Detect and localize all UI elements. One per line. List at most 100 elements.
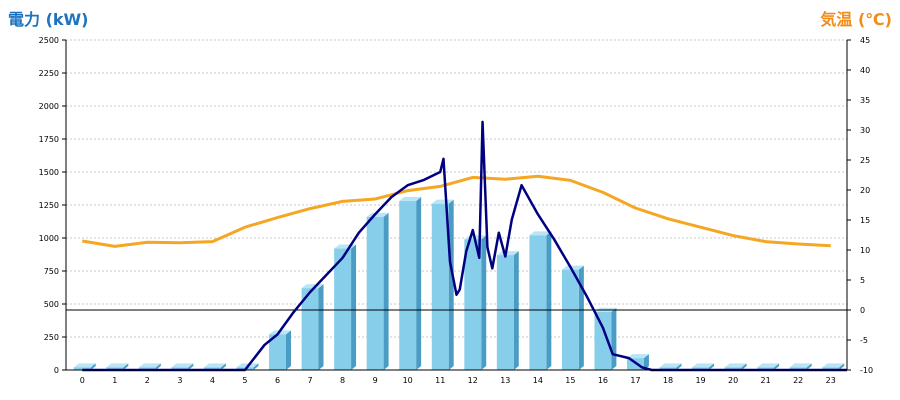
bar-side [741, 363, 747, 370]
x-tick-label: 22 [793, 376, 803, 385]
x-tick-label: 9 [373, 376, 378, 385]
bar [431, 203, 449, 370]
x-tick-label: 12 [468, 376, 478, 385]
bar-top [106, 363, 129, 368]
bar [789, 367, 807, 370]
bar-top [692, 363, 715, 368]
x-tick-label: 17 [630, 376, 640, 385]
left-tick-label: 2000 [39, 102, 59, 111]
bar [594, 311, 612, 370]
left-tick-label: 750 [44, 267, 59, 276]
left-tick-label: 2250 [39, 69, 59, 78]
bar-side [448, 199, 454, 370]
bar-side [839, 363, 845, 370]
bar [171, 367, 189, 370]
bar-side [546, 231, 552, 370]
right-tick-label: 15 [860, 216, 870, 225]
x-tick-label: 2 [145, 376, 150, 385]
left-axis-title: 電力 (kW) [8, 10, 89, 29]
bar-side [578, 265, 584, 370]
x-tick-label: 14 [533, 376, 543, 385]
bar-top [203, 363, 226, 368]
left-tick-label: 0 [54, 366, 59, 375]
left-tick-label: 1000 [39, 234, 59, 243]
left-tick-label: 2500 [39, 36, 59, 45]
bar [399, 201, 417, 370]
bar-side [220, 363, 226, 370]
bar [496, 255, 514, 370]
x-tick-label: 15 [565, 376, 575, 385]
bar-top [171, 363, 194, 368]
axes: 0 250 500 750 1000 12 5 0 1500 17 5 0 2000 2250 2500 -1… [39, 36, 873, 385]
bar [659, 367, 677, 370]
bar [301, 288, 319, 370]
bar-side [643, 354, 649, 370]
bar [334, 248, 352, 370]
bar-side [383, 212, 389, 370]
x-tick-label: 13 [500, 376, 510, 385]
bar-side [416, 197, 422, 370]
bar [822, 367, 840, 370]
x-tick-label: 18 [663, 376, 673, 385]
right-tick-label: 0 [860, 306, 865, 315]
bar [692, 367, 710, 370]
right-tick-label: -10 [860, 366, 873, 375]
x-tick-label: 6 [275, 376, 280, 385]
bar-top [399, 197, 422, 202]
bar [464, 239, 482, 370]
bar-side [513, 251, 519, 370]
x-tick-label: 23 [826, 376, 836, 385]
bar [73, 367, 91, 370]
bar [724, 367, 742, 370]
x-tick-label: 5 [242, 376, 247, 385]
right-tick-label: 5 [860, 276, 865, 285]
bar [366, 216, 384, 370]
bar [757, 367, 775, 370]
bar-side [709, 363, 715, 370]
x-tick-label: 21 [761, 376, 771, 385]
x-tick-label: 0 [80, 376, 85, 385]
right-tick-label: 10 [860, 246, 870, 255]
x-tick-label: 11 [435, 376, 445, 385]
right-tick-label: 20 [860, 186, 870, 195]
right-tick-label: 45 [860, 36, 870, 45]
bar-side [155, 363, 161, 370]
right-axis-title: 気温 (℃) [820, 10, 892, 29]
bar [203, 367, 221, 370]
bar-top [659, 363, 682, 368]
bar-side [318, 284, 324, 370]
bar [529, 235, 547, 370]
left-tick-label: 500 [44, 300, 59, 309]
bar-side [285, 330, 291, 370]
bar-top [431, 199, 454, 204]
right-tick-label: 25 [860, 156, 870, 165]
bar-side [123, 363, 129, 370]
bar-top [822, 363, 845, 368]
x-tick-label: 4 [210, 376, 215, 385]
bar-side [351, 244, 357, 370]
right-tick-label: 30 [860, 126, 870, 135]
bar [106, 367, 124, 370]
power-bars [73, 197, 845, 370]
bar-side [90, 363, 96, 370]
bar-side [188, 363, 194, 370]
x-tick-label: 20 [728, 376, 738, 385]
bar-top [529, 231, 552, 236]
bar-top [724, 363, 747, 368]
data-lines [66, 120, 847, 372]
bar-top [496, 251, 519, 256]
left-tick-label: 1500 [39, 168, 59, 177]
bar [138, 367, 156, 370]
power-line [82, 120, 847, 372]
x-tick-label: 19 [695, 376, 705, 385]
bar-top [561, 265, 584, 270]
right-tick-label: -5 [860, 336, 868, 345]
temperature-line [82, 174, 831, 248]
bar-top [73, 363, 96, 368]
bar-side [253, 363, 259, 370]
bar-side [481, 235, 487, 370]
bar-top [138, 363, 161, 368]
x-tick-label: 8 [340, 376, 345, 385]
left-tick-label: 250 [44, 333, 59, 342]
